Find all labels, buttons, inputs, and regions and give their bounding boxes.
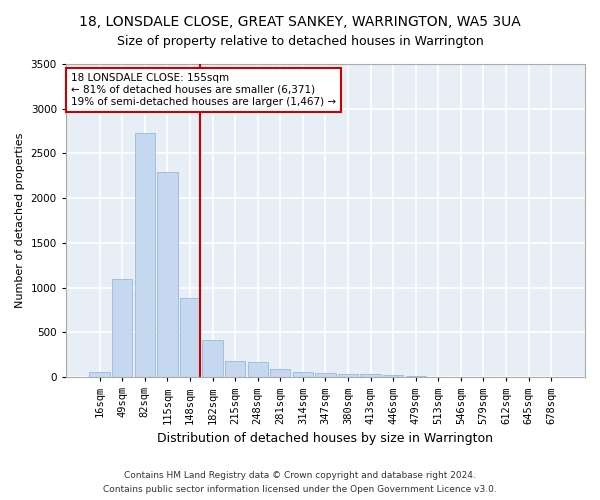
X-axis label: Distribution of detached houses by size in Warrington: Distribution of detached houses by size … [157,432,493,445]
Bar [180,298,200,377]
Y-axis label: Number of detached properties: Number of detached properties [15,133,25,308]
Bar [112,278,133,377]
Text: Size of property relative to detached houses in Warrington: Size of property relative to detached ho… [116,35,484,48]
Bar [89,372,110,377]
Bar [338,374,358,377]
Bar [248,362,268,377]
Bar [315,372,335,377]
Bar [202,340,223,377]
Text: Contains HM Land Registry data © Crown copyright and database right 2024.: Contains HM Land Registry data © Crown c… [124,470,476,480]
Bar [270,369,290,377]
Bar [383,376,403,377]
Bar [293,372,313,377]
Bar [406,376,426,377]
Bar [134,133,155,377]
Text: Contains public sector information licensed under the Open Government Licence v3: Contains public sector information licen… [103,486,497,494]
Bar [225,362,245,377]
Bar [361,374,381,377]
Bar [157,172,178,377]
Text: 18, LONSDALE CLOSE, GREAT SANKEY, WARRINGTON, WA5 3UA: 18, LONSDALE CLOSE, GREAT SANKEY, WARRIN… [79,15,521,29]
Text: 18 LONSDALE CLOSE: 155sqm
← 81% of detached houses are smaller (6,371)
19% of se: 18 LONSDALE CLOSE: 155sqm ← 81% of detac… [71,74,336,106]
